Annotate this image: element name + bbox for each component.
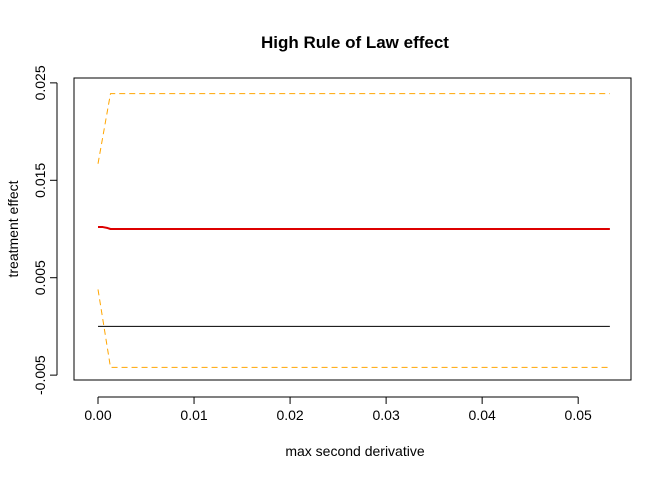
y-tick-label: 0.025 [32,65,48,100]
x-tick-label: 0.02 [276,407,303,423]
y-tick-label: 0.015 [32,163,48,198]
y-axis-label: treatment effect [5,180,21,277]
chart-title: High Rule of Law effect [261,33,449,52]
plot-area [73,77,632,381]
series-layer [97,93,610,368]
estimate-line [98,226,610,230]
y-axis: -0.005 0.005 0.015 0.025 [32,65,57,395]
x-axis-label: max second derivative [285,443,425,459]
y-tick-label: -0.005 [32,355,48,395]
upper-bound-line [97,93,610,164]
x-axis: 0.00 0.01 0.02 0.03 0.04 0.05 [84,397,592,423]
x-tick-label: 0.05 [565,407,592,423]
x-tick-label: 0.00 [84,407,111,423]
x-tick-label: 0.04 [469,407,496,423]
x-tick-label: 0.03 [372,407,399,423]
lower-bound-line [97,289,610,368]
y-tick-label: 0.005 [32,260,48,295]
x-tick-label: 0.01 [180,407,207,423]
